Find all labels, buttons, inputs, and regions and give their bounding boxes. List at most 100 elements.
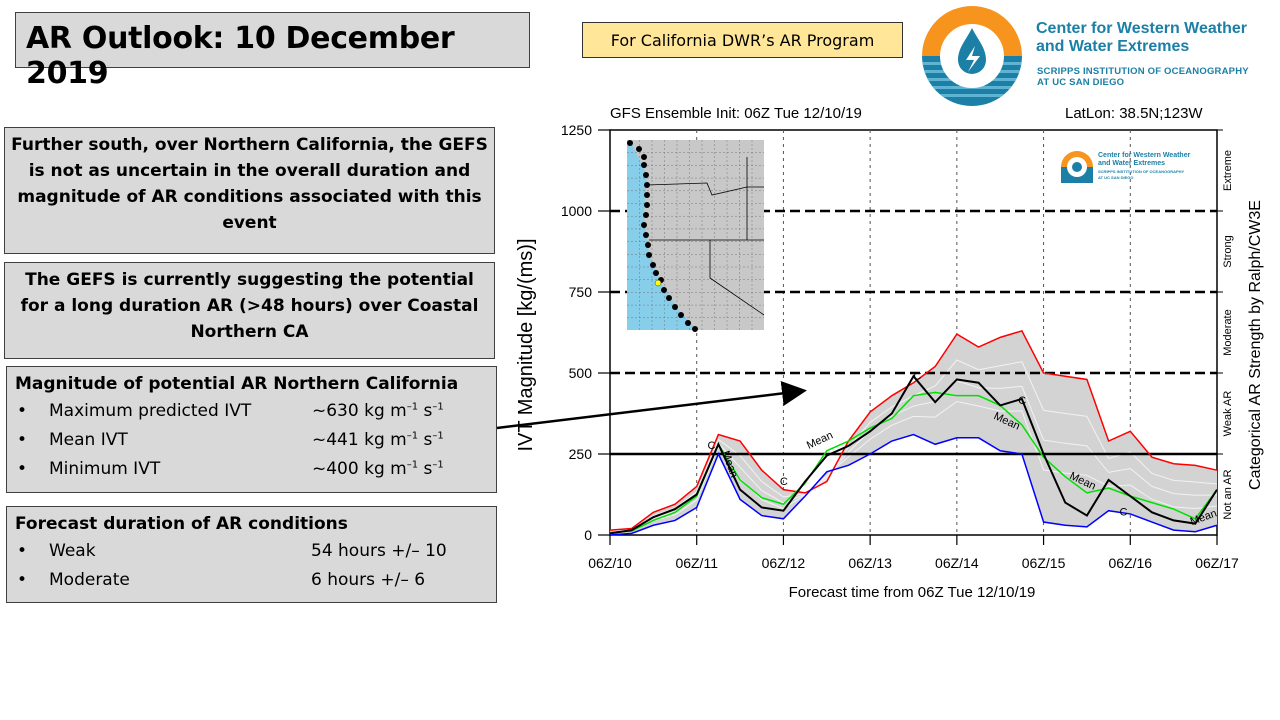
map-coast-point [685, 320, 691, 326]
page-title: AR Outlook: 10 December 2019 [26, 21, 455, 91]
magnitude-value: ~441 kg m–1 s–1 [312, 430, 444, 450]
control-label: C [1119, 507, 1127, 519]
chart-title: GFS Ensemble Init: 06Z Tue 12/10/19 [610, 105, 862, 122]
bullet: • [17, 401, 28, 421]
inset-logo-text: Center for Western Weather [1098, 152, 1191, 159]
map-coast-point [641, 222, 647, 228]
logo-sub-line2: AT UC SAN DIEGO [1037, 77, 1125, 88]
map-coast-point [653, 270, 659, 276]
map-selected-point [654, 279, 662, 287]
inset-logo-text: and Water Extremes [1098, 160, 1165, 167]
y-tick-label: 1250 [561, 122, 592, 138]
control-label: C [708, 440, 716, 452]
magnitude-label: Mean IVT [49, 430, 128, 450]
y-tick-label: 1000 [561, 203, 592, 219]
map-coast-point [666, 295, 672, 301]
pointer-arrow [496, 380, 807, 430]
map-coast-point [672, 304, 678, 310]
chart-location: LatLon: 38.5N;123W [1065, 105, 1203, 122]
map-coast-point [692, 326, 698, 332]
map-coast-point [636, 146, 642, 152]
x-tick-label: 06Z/13 [848, 555, 892, 571]
logo-subtitle: SCRIPPS INSTITUTION OF OCEANOGRAPHY AT U… [1037, 66, 1249, 88]
control-label: C [780, 476, 788, 488]
duration-heading: Forecast duration of AR conditions [15, 514, 348, 534]
x-tick-label: 06Z/10 [588, 555, 632, 571]
bullet: • [17, 459, 28, 479]
logo-name-line1: Center for Western Weather [1036, 20, 1248, 37]
ivt-chart: GFS Ensemble Init: 06Z Tue 12/10/19 LatL… [515, 105, 1264, 601]
category-label: Extreme [1222, 150, 1234, 191]
map-coast-point [650, 262, 656, 268]
map-coast-point [644, 202, 650, 208]
control-label: C [914, 370, 922, 382]
logo-sub-line1: SCRIPPS INSTITUTION OF OCEANOGRAPHY [1037, 66, 1249, 77]
y-axis-label: IVT Magnitude [kg/(ms)] [515, 238, 537, 451]
series-line-control [609, 374, 1218, 535]
map-coast-point [643, 212, 649, 218]
map-coast-point [678, 312, 684, 318]
x-tick-label: 06Z/11 [675, 555, 718, 571]
magnitude-label: Minimum IVT [49, 459, 161, 479]
program-badge: For California DWR’s AR Program [582, 22, 903, 58]
series-line-minimum [609, 433, 1218, 536]
map-state-border [646, 182, 764, 196]
magnitude-row-min: • Minimum IVT ~400 kg m–1 s–1 [15, 455, 488, 484]
map-coast-point [641, 154, 647, 160]
x-tick-label: 06Z/16 [1108, 555, 1152, 571]
inset-logo-text: SCRIPPS INSTITUTION OF OCEANOGRAPHY [1098, 169, 1185, 174]
map-state-border [709, 240, 765, 316]
duration-value: 54 hours +/– 10 [311, 541, 447, 561]
category-label: Strong [1222, 235, 1234, 267]
map-coast-point [646, 252, 652, 258]
magnitude-heading: Magnitude of potential AR Northern Calif… [15, 374, 459, 394]
logo-name-line2: and Water Extremes [1036, 38, 1190, 55]
inset-map [627, 140, 765, 332]
map-coast-point [661, 287, 667, 293]
map-coast-point [643, 232, 649, 238]
summary-text-1: Further south, over Northern California,… [11, 135, 488, 233]
map-ocean [627, 140, 697, 330]
x-tick-label: 06Z/15 [1022, 555, 1066, 571]
map-coast-point [644, 182, 650, 188]
ensemble-envelope [610, 330, 1217, 535]
x-tick-label: 06Z/14 [935, 555, 979, 571]
y-tick-label: 750 [569, 284, 593, 300]
map-coast-point [641, 162, 647, 168]
magnitude-value: ~630 kg m–1 s–1 [312, 401, 444, 421]
bullet: • [17, 541, 28, 561]
series-line-maximum [609, 329, 1218, 531]
map-coast-point [643, 172, 649, 178]
map-coast-point [644, 192, 650, 198]
magnitude-label: Maximum predicted IVT [49, 401, 252, 421]
bullet: • [17, 570, 28, 590]
magnitude-box: Magnitude of potential AR Northern Calif… [6, 366, 497, 493]
summary-paragraph-2: The GEFS is currently suggesting the pot… [4, 262, 495, 359]
program-label: For California DWR’s AR Program [610, 31, 875, 50]
summary-paragraph-1: Further south, over Northern California,… [4, 127, 495, 254]
summary-text-2: The GEFS is currently suggesting the pot… [20, 270, 479, 342]
y-tick-label: 0 [584, 527, 592, 543]
duration-label: Weak [49, 541, 96, 561]
cw3e-logo-icon [922, 6, 1022, 106]
inset-logo-drop [1072, 162, 1082, 172]
duration-row-moderate: • Moderate 6 hours +/– 6 [15, 566, 488, 595]
category-label: Not an AR [1222, 469, 1234, 519]
x-tick-label: 06Z/17 [1195, 555, 1239, 571]
duration-box: Forecast duration of AR conditions • Wea… [6, 506, 497, 603]
magnitude-row-mean: • Mean IVT ~441 kg m–1 s–1 [15, 426, 488, 455]
title-box: AR Outlook: 10 December 2019 [15, 12, 530, 91]
bullet: • [17, 430, 28, 450]
category-label: Moderate [1222, 309, 1234, 355]
map-coast-point [627, 140, 633, 146]
duration-row-weak: • Weak 54 hours +/– 10 [15, 537, 488, 566]
map-coast-point [645, 242, 651, 248]
x-axis-label: Forecast time from 06Z Tue 12/10/19 [789, 584, 1036, 601]
control-label: C [1018, 395, 1026, 407]
inset-logo-text: AT UC SAN DIEGO [1098, 175, 1133, 180]
category-label: Weak AR [1222, 391, 1234, 437]
y-tick-label: 250 [569, 446, 593, 462]
x-tick-label: 06Z/12 [762, 555, 806, 571]
